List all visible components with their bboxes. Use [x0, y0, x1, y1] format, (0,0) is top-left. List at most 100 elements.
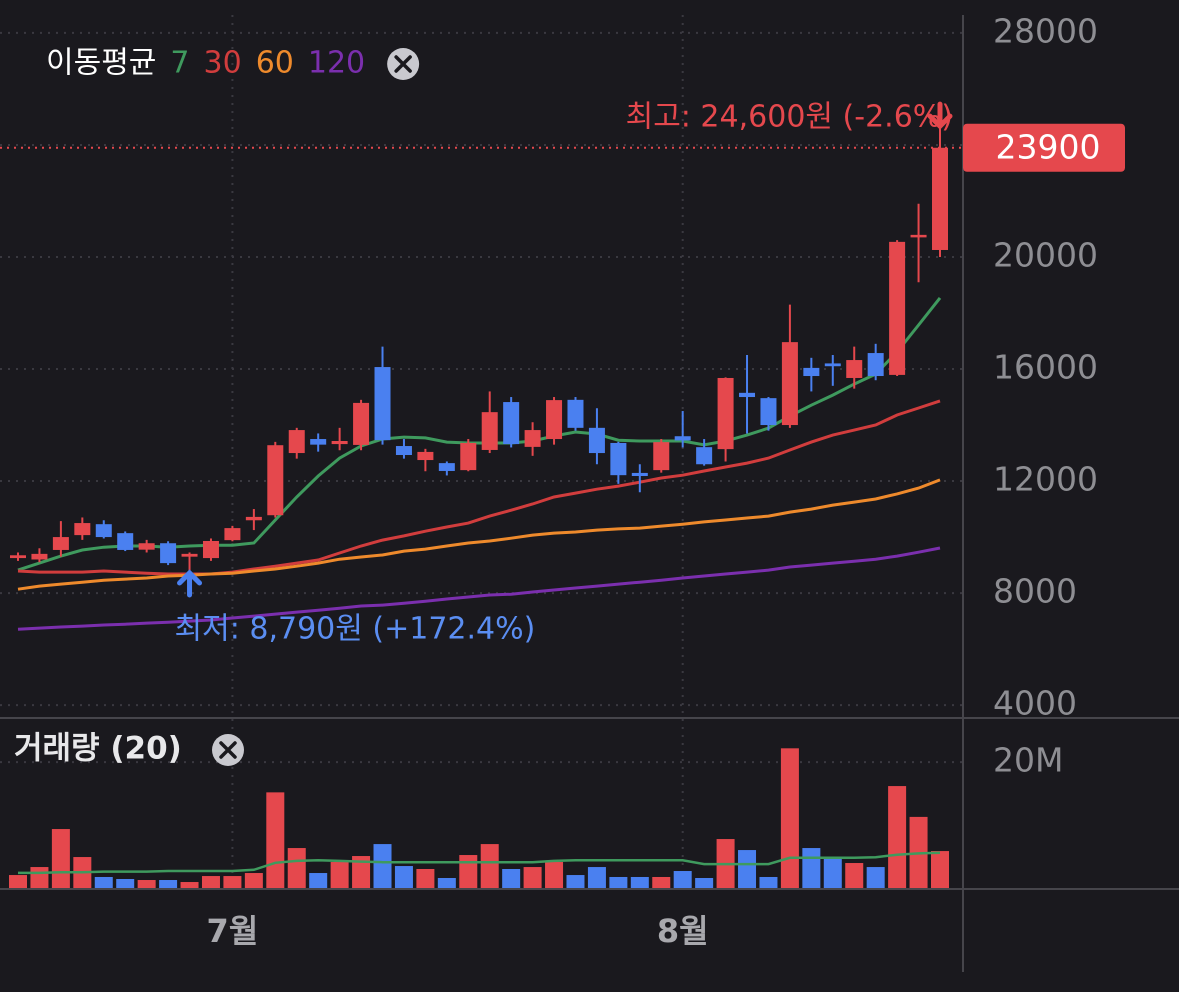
candle-body — [353, 402, 370, 445]
volume-bar — [244, 873, 263, 888]
y-tick-label: 20000 — [993, 235, 1098, 274]
candle-body — [610, 442, 627, 476]
y-tick-label: 4000 — [993, 684, 1077, 723]
candle-body — [438, 463, 455, 471]
volume-bar — [823, 858, 842, 888]
candle-body — [288, 430, 305, 454]
candle-body — [546, 400, 563, 440]
candle-body — [160, 543, 177, 564]
candle-body — [739, 392, 756, 398]
volume-bar — [587, 867, 606, 888]
candle-body — [181, 553, 198, 557]
volume-bar — [780, 748, 799, 888]
volume-bar — [652, 876, 671, 888]
candle-body — [867, 353, 884, 377]
volume-bar — [330, 862, 349, 888]
last-price-label: 23900 — [996, 127, 1101, 166]
volume-bar — [180, 882, 199, 888]
x-tick-label: 8월 — [657, 912, 709, 950]
legend-entry: 30 — [204, 46, 242, 81]
volume-bar — [888, 786, 907, 888]
high-marker — [927, 101, 953, 130]
candle-body — [588, 427, 605, 454]
y-tick-label: 16000 — [993, 348, 1098, 387]
candle-body — [267, 445, 284, 516]
candle-body — [460, 442, 477, 471]
volume-bar — [394, 866, 413, 888]
volume-bar — [159, 880, 178, 888]
candle-body — [374, 367, 391, 441]
candle-body — [245, 516, 262, 521]
volume-bar — [931, 851, 949, 888]
candle-body — [52, 537, 69, 550]
candle-body — [481, 412, 498, 450]
volume-bar — [437, 877, 456, 888]
candle-body — [674, 436, 691, 441]
candle-body — [824, 363, 841, 367]
candle-body — [31, 553, 48, 560]
volume-bar — [9, 875, 27, 888]
volume-bar — [51, 829, 70, 888]
y-tick-label: 20M — [993, 741, 1063, 780]
legend-entry: 7 — [170, 46, 189, 81]
candle-body — [889, 241, 906, 375]
y-tick-label: 28000 — [993, 11, 1098, 50]
candle-body — [932, 147, 948, 250]
candle-body — [696, 447, 713, 465]
volume-bar — [630, 876, 649, 888]
volume-bar — [266, 792, 285, 888]
candle-body — [395, 446, 412, 456]
candle-body — [717, 377, 734, 450]
volume-bar — [223, 876, 242, 888]
legend-entry: 60 — [256, 46, 294, 81]
volume-bar — [523, 867, 542, 888]
volume-bar — [137, 880, 156, 888]
candle-body — [95, 524, 112, 538]
low-label: 최저: 8,790원 (+172.4%) — [175, 611, 536, 646]
x-tick-label: 7월 — [207, 912, 259, 950]
candle-body — [503, 402, 520, 445]
candle-body — [310, 439, 327, 445]
high-label: 최고: 24,600원 (-2.6%) — [626, 100, 953, 135]
low-marker — [177, 569, 203, 598]
candle-body — [803, 367, 820, 377]
volume-bar — [373, 844, 392, 888]
volume-bar — [566, 875, 585, 888]
last-price-box — [963, 123, 1125, 172]
candle-body — [224, 528, 241, 541]
volume-bar — [545, 862, 564, 888]
volume-bar — [309, 873, 328, 888]
candle-body — [653, 442, 670, 471]
candle-body — [910, 234, 927, 238]
ma-line — [17, 399, 941, 576]
close-icon[interactable] — [212, 734, 244, 766]
volume-title: 거래량 (20) — [14, 731, 182, 767]
volume-bar — [416, 868, 435, 888]
candle-body — [846, 360, 863, 378]
candle-body — [138, 543, 155, 550]
candle-body — [567, 399, 584, 428]
volume-bar — [866, 867, 885, 888]
legend-title: 이동평균 — [46, 46, 156, 81]
volume-bar — [609, 876, 628, 888]
volume-bar — [480, 844, 499, 888]
volume-bar — [695, 877, 714, 888]
candle-body — [781, 342, 798, 426]
volume-bar — [459, 855, 478, 888]
volume-bar — [30, 867, 49, 888]
candle-body — [524, 430, 541, 447]
candle-body — [117, 533, 134, 550]
grid — [0, 15, 963, 888]
volume-bar — [759, 876, 778, 888]
ma-line — [17, 546, 941, 631]
volume-bar — [673, 871, 692, 888]
y-tick-label: 8000 — [993, 572, 1077, 611]
legend: 이동평균 7 30 60 120 — [46, 46, 420, 81]
volume-bar — [287, 848, 306, 888]
close-icon-x[interactable] — [219, 741, 237, 759]
close-icon[interactable] — [387, 48, 420, 80]
close-icon-x[interactable] — [394, 55, 412, 73]
volume-bar — [94, 876, 113, 888]
